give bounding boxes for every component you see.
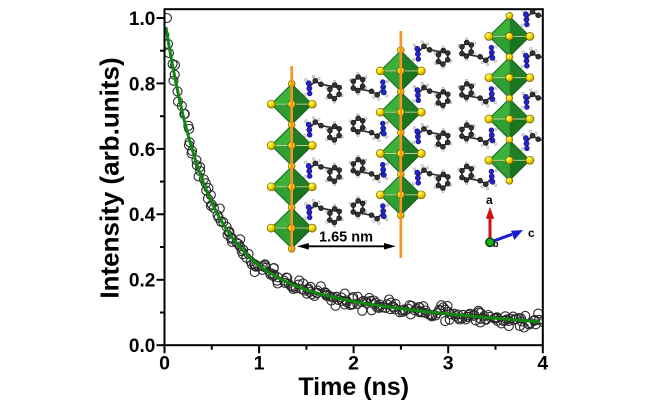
svg-text:0.6: 0.6 xyxy=(129,140,155,161)
svg-text:Intensity (arb.units): Intensity (arb.units) xyxy=(95,57,125,298)
svg-text:0.0: 0.0 xyxy=(129,336,155,357)
svg-text:4: 4 xyxy=(537,352,548,374)
svg-text:b: b xyxy=(493,239,499,249)
svg-text:c: c xyxy=(528,226,535,240)
svg-text:3: 3 xyxy=(443,352,454,374)
svg-text:1.0: 1.0 xyxy=(129,9,155,30)
svg-text:1: 1 xyxy=(254,352,265,374)
svg-text:a: a xyxy=(486,193,493,207)
svg-text:0: 0 xyxy=(159,352,170,374)
svg-text:1.65 nm: 1.65 nm xyxy=(319,230,373,246)
svg-text:Time (ns): Time (ns) xyxy=(298,373,409,400)
svg-text:2: 2 xyxy=(348,352,359,374)
svg-text:0.8: 0.8 xyxy=(129,74,155,95)
svg-text:0.4: 0.4 xyxy=(129,205,156,226)
svg-text:0.2: 0.2 xyxy=(129,271,155,292)
